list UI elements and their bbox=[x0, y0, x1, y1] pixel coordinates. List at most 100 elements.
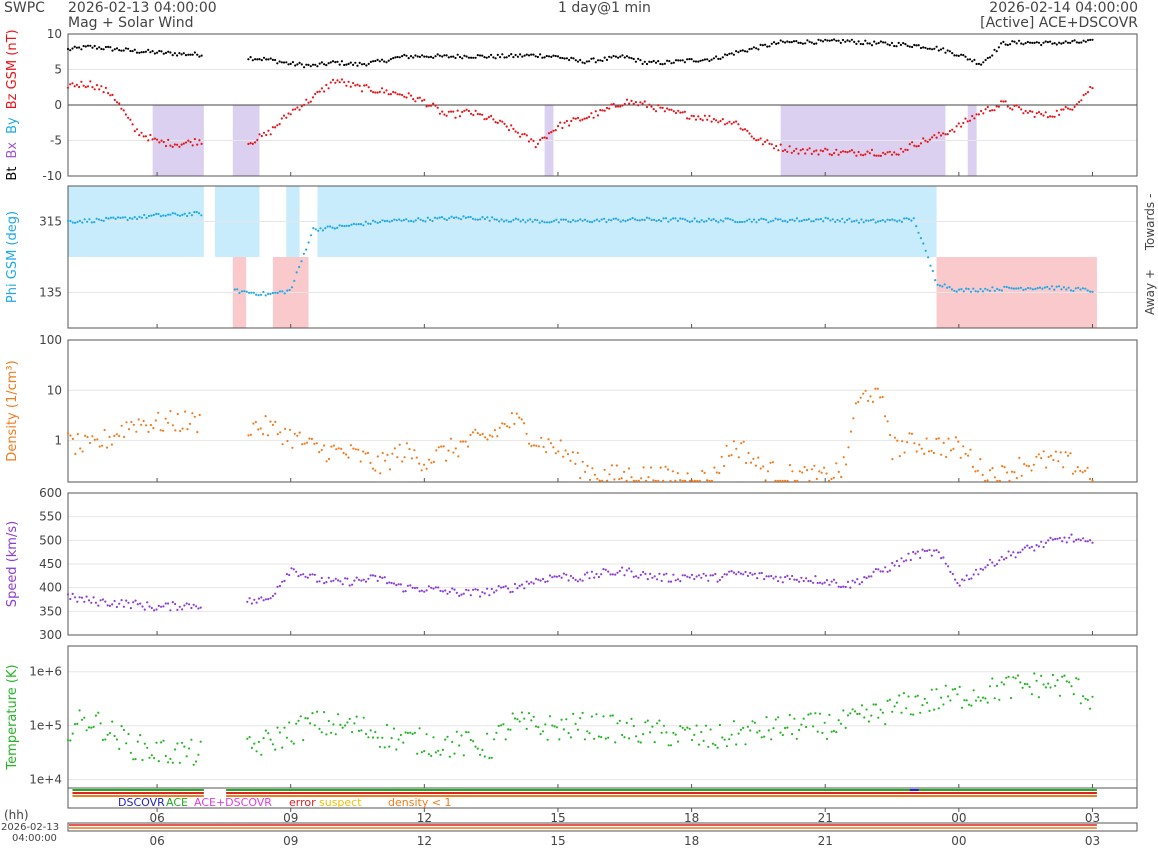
speed-point bbox=[257, 597, 260, 600]
bz-point bbox=[109, 94, 112, 97]
bz-point bbox=[946, 133, 949, 136]
phi-point bbox=[660, 220, 663, 223]
density-point bbox=[1015, 476, 1018, 480]
bt-point bbox=[572, 57, 575, 60]
bt-point bbox=[107, 45, 110, 49]
temperature-point bbox=[337, 713, 340, 716]
bz-point bbox=[82, 84, 85, 87]
density-point bbox=[274, 420, 277, 423]
bt-point bbox=[438, 54, 441, 57]
bz-point bbox=[421, 99, 424, 102]
temperature-point bbox=[493, 738, 496, 741]
bz-point bbox=[590, 112, 593, 115]
bt-point bbox=[933, 47, 936, 50]
speed-point bbox=[493, 591, 496, 594]
phi-point bbox=[972, 287, 975, 290]
density-point bbox=[788, 464, 792, 467]
phi-point bbox=[290, 286, 294, 289]
temperature-point bbox=[1070, 685, 1073, 688]
speed-point bbox=[660, 579, 663, 583]
phi-point bbox=[109, 216, 112, 219]
bz-point bbox=[309, 100, 312, 103]
speed-point bbox=[85, 595, 88, 598]
bt-point bbox=[303, 66, 306, 69]
bt-point bbox=[926, 47, 929, 50]
bt-point bbox=[75, 46, 78, 49]
bz-point bbox=[634, 101, 638, 104]
bt-point bbox=[501, 53, 504, 56]
end-time: 2026-02-14 04:00:00 bbox=[989, 0, 1138, 16]
bz-point bbox=[775, 144, 778, 148]
density-point bbox=[362, 450, 365, 453]
speed-point bbox=[448, 590, 451, 594]
temperature-point bbox=[572, 712, 575, 716]
phi-point bbox=[991, 286, 994, 289]
temperature-point bbox=[795, 737, 798, 740]
bt-point bbox=[71, 47, 74, 50]
phi-point bbox=[405, 218, 408, 221]
density-point bbox=[410, 457, 413, 460]
bz-point bbox=[510, 124, 513, 127]
temperature-point bbox=[863, 716, 866, 719]
density-point bbox=[1045, 466, 1048, 469]
phi-point bbox=[552, 219, 556, 222]
speed-point bbox=[1056, 537, 1059, 540]
phi-point bbox=[760, 217, 763, 220]
temperature-point bbox=[825, 737, 829, 741]
bt-point bbox=[412, 56, 415, 59]
density-point bbox=[115, 433, 118, 436]
density-point bbox=[764, 479, 767, 482]
bz-point bbox=[539, 138, 542, 141]
phi-point bbox=[119, 216, 122, 219]
speed-point bbox=[146, 601, 149, 604]
density-point bbox=[647, 476, 650, 479]
density-point bbox=[596, 477, 599, 480]
phi-point bbox=[1072, 289, 1075, 293]
density-point bbox=[423, 463, 426, 466]
bt-point bbox=[666, 59, 669, 62]
bt-point bbox=[525, 53, 528, 56]
speed-ytick-label: 500 bbox=[39, 533, 62, 547]
temperature-point bbox=[669, 744, 673, 747]
speed-point bbox=[888, 569, 892, 572]
temperature-point bbox=[395, 748, 398, 751]
bz-point bbox=[931, 136, 934, 139]
speed-point bbox=[467, 589, 470, 592]
temperature-point bbox=[502, 723, 505, 726]
bt-point bbox=[530, 53, 533, 56]
bz-point bbox=[617, 105, 620, 108]
phi-point bbox=[681, 217, 684, 220]
bz-point bbox=[372, 91, 375, 94]
density-point bbox=[391, 452, 394, 455]
bt-point bbox=[492, 56, 495, 59]
density-point bbox=[613, 478, 616, 481]
density-point bbox=[535, 444, 538, 447]
temperature-point bbox=[304, 717, 307, 720]
bt-point bbox=[964, 55, 967, 58]
density-point bbox=[998, 479, 1001, 482]
phi-point bbox=[538, 221, 541, 224]
temperature-point bbox=[786, 726, 789, 729]
phi-point bbox=[114, 217, 117, 220]
bz-point bbox=[69, 83, 72, 86]
speed-point bbox=[770, 574, 773, 578]
temperature-point bbox=[723, 738, 726, 741]
bt-point bbox=[737, 51, 740, 54]
bt-point bbox=[761, 44, 765, 47]
speed-point bbox=[346, 577, 349, 580]
bt-point bbox=[915, 44, 918, 47]
bt-point bbox=[663, 62, 667, 65]
bt-point bbox=[628, 56, 631, 59]
temperature-point bbox=[919, 711, 922, 714]
speed-point bbox=[1005, 556, 1008, 560]
bz-point bbox=[1026, 111, 1029, 114]
density-point bbox=[849, 430, 853, 433]
bt-point bbox=[641, 62, 644, 65]
phi-point bbox=[510, 220, 513, 223]
temperature-point bbox=[97, 711, 100, 714]
speed-point bbox=[635, 575, 638, 578]
density-point bbox=[381, 451, 384, 455]
speed-point bbox=[642, 570, 645, 574]
temperature-point bbox=[1051, 673, 1054, 677]
time-tick-label-bottom: 09 bbox=[283, 834, 298, 848]
